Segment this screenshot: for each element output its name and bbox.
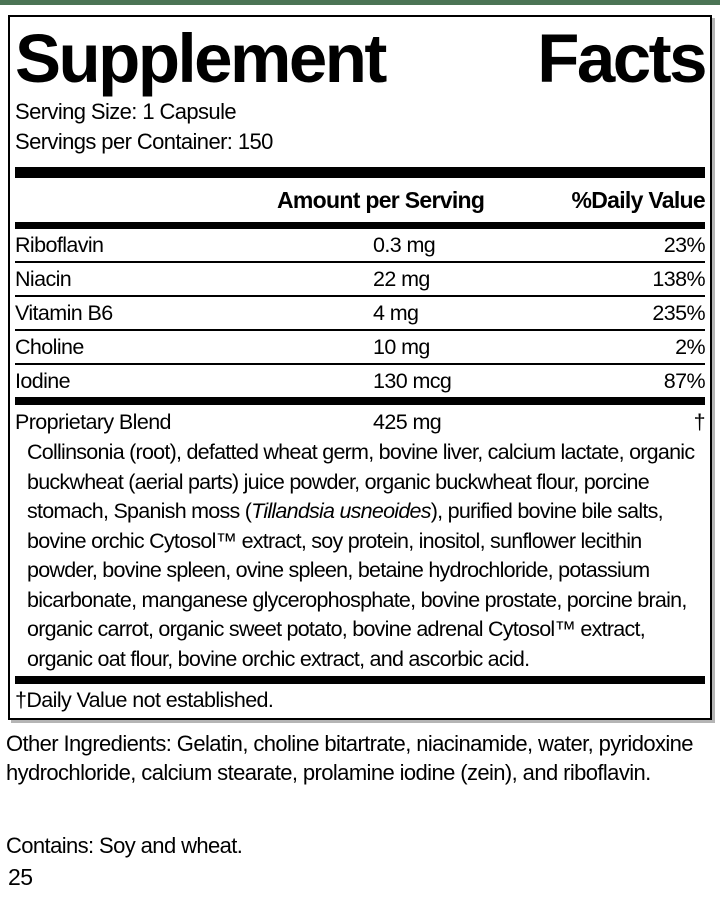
- top-accent-bar: [0, 0, 720, 5]
- nutrient-name: Niacin: [15, 267, 72, 291]
- serving-size-line: Serving Size: 1 Capsule: [15, 99, 237, 124]
- nutrient-amount: 130 mcg: [373, 369, 452, 393]
- nutrient-daily-value: 138%: [652, 267, 705, 291]
- nutrient-name: Vitamin B6: [15, 301, 113, 325]
- nutrient-amount: 0.3 mg: [373, 233, 436, 257]
- nutrient-row-iodine: Iodine 130 mcg 87%: [15, 365, 706, 397]
- contains-statement: Contains: Soy and wheat.: [6, 833, 243, 858]
- blend-dagger: †: [693, 410, 706, 434]
- table-header-row: Amount per Serving %Daily Value: [15, 178, 706, 222]
- nutrient-name: Riboflavin: [15, 233, 104, 257]
- nutrient-row-niacin: Niacin 22 mg 138%: [15, 263, 706, 297]
- medium-divider-header: [15, 222, 705, 229]
- supplement-facts-panel: Supplement Facts Serving Size: 1 Capsule…: [8, 15, 712, 720]
- blend-description: Collinsonia (root), defatted wheat germ,…: [15, 438, 705, 674]
- nutrient-daily-value: 23%: [663, 233, 706, 257]
- nutrient-daily-value: 87%: [663, 369, 706, 393]
- nutrient-amount: 10 mg: [373, 335, 430, 359]
- nutrient-daily-value: 235%: [652, 301, 705, 325]
- column-header-daily-value: %Daily Value: [571, 187, 705, 213]
- nutrient-row-vitamin-b6: Vitamin B6 4 mg 235%: [15, 297, 706, 331]
- blend-amount: 425 mg: [373, 410, 442, 434]
- panel-title: Supplement Facts: [15, 20, 707, 97]
- thick-divider-blend: [15, 397, 705, 405]
- servings-per-container-line: Servings per Container: 150: [15, 129, 273, 154]
- blend-description-text: Collinsonia (root), defatted wheat germ,…: [27, 440, 695, 523]
- panel-title-word-supplement: Supplement: [15, 20, 387, 97]
- blend-description-text-cont: ), purified bovine bile salts, bovine or…: [27, 499, 687, 671]
- thick-divider-footnote: [15, 676, 705, 684]
- nutrient-row-choline: Choline 10 mg 2%: [15, 331, 706, 365]
- blend-name: Proprietary Blend: [15, 410, 172, 434]
- panel-title-word-facts: Facts: [537, 20, 707, 97]
- blend-description-latin-name: Tillandsia usneoides: [251, 499, 431, 523]
- proprietary-blend-row: Proprietary Blend 425 mg †: [15, 405, 706, 438]
- page-number: 25: [8, 864, 33, 890]
- nutrient-name: Iodine: [15, 369, 71, 393]
- nutrient-daily-value: 2%: [675, 335, 705, 359]
- column-header-amount: Amount per Serving: [277, 187, 485, 213]
- nutrient-name: Choline: [15, 335, 84, 359]
- daily-value-footnote: †Daily Value not established.: [15, 688, 274, 712]
- other-ingredients: Other Ingredients: Gelatin, choline bita…: [6, 731, 694, 785]
- thick-divider-top: [15, 167, 705, 178]
- nutrient-row-riboflavin: Riboflavin 0.3 mg 23%: [15, 229, 706, 263]
- nutrient-amount: 22 mg: [373, 267, 430, 291]
- nutrient-amount: 4 mg: [373, 301, 419, 325]
